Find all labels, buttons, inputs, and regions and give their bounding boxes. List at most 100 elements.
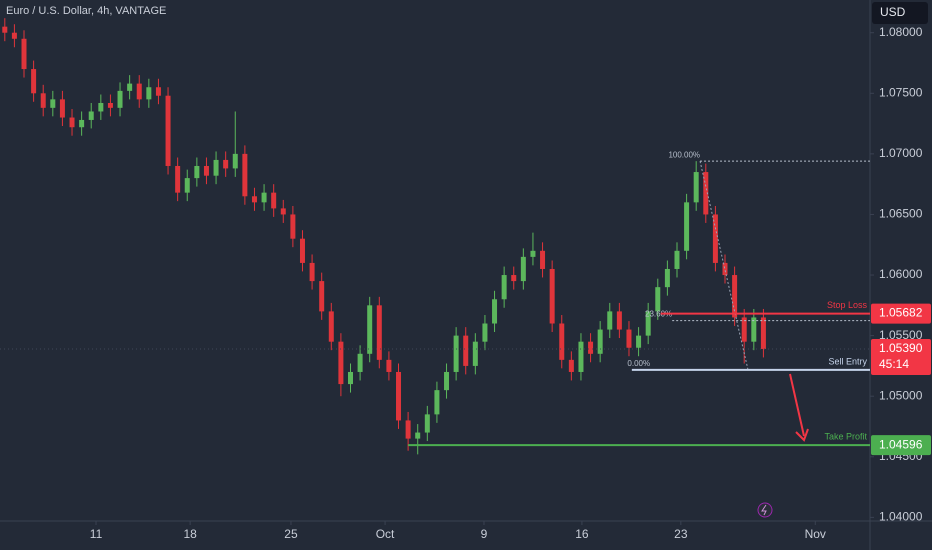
candle-body [492,299,498,324]
x-tick-label: 23 [674,527,688,541]
y-tick-label: 1.06500 [879,207,923,221]
price-tag [871,435,931,456]
candle-body [540,250,546,269]
price-tag-label: 1.04596 [879,437,923,451]
y-tick-label: 1.07500 [879,85,923,99]
candle-body [338,341,344,385]
candle-body [693,172,699,203]
candle-body [50,99,56,108]
candle-body [376,305,382,360]
candle-body [59,99,65,118]
candle-body [107,102,113,108]
candle-body [424,414,430,433]
y-tick-label: 1.05500 [879,328,923,342]
candle-body [472,341,478,366]
candle-body [184,178,190,193]
candle-body [280,208,286,215]
candle-body [223,159,229,169]
candle-body [607,311,613,330]
chart-title: Euro / U.S. Dollar, 4h, VANTAGE [6,5,166,17]
candle-body [175,165,181,193]
candle-body [530,250,536,257]
fib-label: 0.00% [627,359,650,368]
candle-body [626,329,632,348]
x-tick-label: 16 [575,527,589,541]
candle-body [40,93,46,108]
level-name: Sell Entry [828,356,867,366]
candle-body [559,323,565,360]
candle-body [434,390,440,415]
candle-body [88,111,94,120]
candle-body [444,371,450,391]
candle-body [722,262,728,276]
price-tag [871,303,931,324]
candle-body [309,262,315,282]
candle-body [2,26,8,33]
candle-body [203,165,209,176]
level-name: Stop Loss [827,300,868,310]
candle-body [232,153,238,169]
candle-body [347,371,353,385]
x-tick-label: 11 [90,527,103,541]
candle-body [703,172,709,215]
candle-body [213,159,219,176]
candle-body [396,371,402,421]
candle-body [21,38,27,70]
candle-body [386,359,392,372]
candle-body [655,287,661,312]
candle-body [11,32,17,39]
candle-body [751,317,757,342]
candle-body [251,196,257,203]
candle-body [549,268,555,324]
candle-body [127,83,133,91]
candle-body [636,335,642,348]
candle-body [501,275,507,300]
candle-body [117,90,123,108]
candle-body [453,335,459,372]
candle-body [328,311,334,342]
candle-body [568,359,574,372]
candle-body [741,317,747,342]
candle-body [146,87,152,100]
candle-body [98,102,104,112]
candle-body [367,305,373,354]
candle-body [463,335,469,366]
candle-body [165,95,171,166]
candle-body [357,353,363,372]
candle-body [645,311,651,336]
candle-body [760,317,766,349]
candle-body [405,420,411,439]
candle-body [511,275,517,282]
candle-body [664,268,670,288]
candle-body [79,119,85,128]
candle-body [674,250,680,269]
current-price-label: 1.05390 [879,341,923,355]
candle-body [194,165,200,179]
candle-body [732,275,738,318]
event-icon[interactable] [757,502,773,518]
candle-body [597,329,603,354]
candle-body [578,341,584,372]
level-name: Take Profit [824,432,867,442]
candle-body [155,87,161,96]
y-tick-label: 1.04000 [879,510,923,524]
arrow-head [795,428,809,442]
candle-body [242,153,248,197]
candle-body [290,214,296,239]
candle-body [271,192,277,209]
candle-body [319,281,325,312]
x-tick-label: 18 [183,527,197,541]
candle-body [31,69,37,94]
y-tick-label: 1.07000 [879,146,923,160]
candle-body [520,256,526,282]
y-tick-label: 1.06000 [879,267,923,281]
fib-label: 23.60% [645,310,672,319]
y-tick-label: 1.08000 [879,25,923,39]
candle-body [712,214,718,263]
candle-body [136,83,142,100]
candle-body [684,202,690,251]
x-tick-label: Nov [805,527,826,541]
